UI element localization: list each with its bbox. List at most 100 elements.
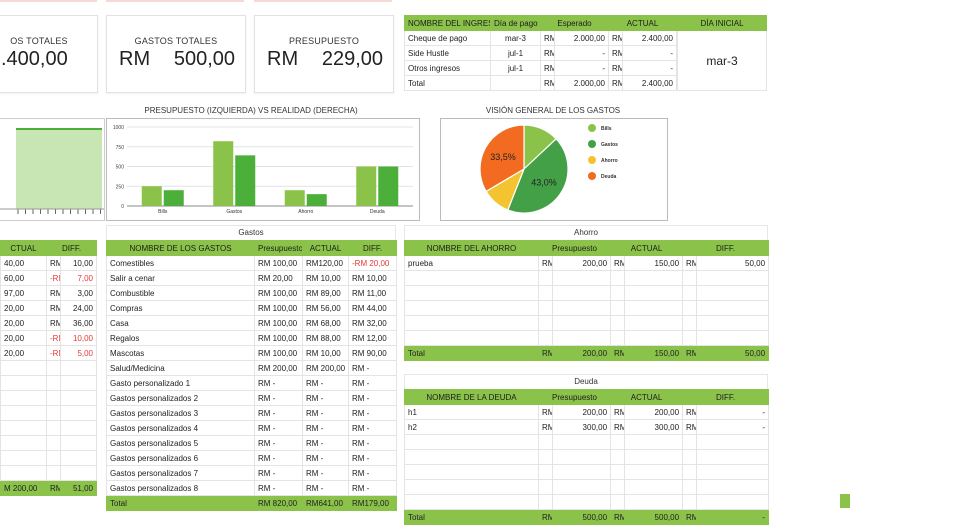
- income-name-cell[interactable]: Otros ingresos: [404, 60, 491, 76]
- income-expected-cell[interactable]: 2.000,00: [554, 75, 609, 91]
- gastos-budget-cell[interactable]: RM -: [254, 375, 303, 391]
- ahorro-row-name[interactable]: prueba: [404, 255, 539, 271]
- deuda-row-budget[interactable]: 300,00: [551, 419, 612, 435]
- gastos-actual-cell[interactable]: RM -: [302, 465, 349, 481]
- start-day-value[interactable]: mar-3: [677, 30, 767, 91]
- empty-cell[interactable]: [404, 479, 539, 495]
- gastos-name-cell[interactable]: Gastos personalizados 7: [106, 465, 255, 481]
- empty-cell[interactable]: [0, 360, 47, 376]
- income-name-cell[interactable]: Side Hustle: [404, 45, 491, 61]
- empty-cell[interactable]: [0, 465, 47, 481]
- gastos-name-cell[interactable]: Gastos personalizados 3: [106, 405, 255, 421]
- gastos-actual-cell[interactable]: RM -: [302, 435, 349, 451]
- gastos-name-cell[interactable]: Comestibles: [106, 255, 255, 271]
- gastos-actual-cell[interactable]: RM -: [302, 450, 349, 466]
- gastos-budget-cell[interactable]: RM -: [254, 450, 303, 466]
- bills-diff-cell[interactable]: 7,00: [59, 270, 98, 286]
- gastos-budget-cell[interactable]: RM -: [254, 420, 303, 436]
- empty-cell[interactable]: [404, 449, 539, 465]
- deuda-row-name[interactable]: h2: [404, 419, 539, 435]
- bills-actual-cell[interactable]: 60,00: [0, 270, 47, 286]
- empty-cell[interactable]: [59, 405, 98, 421]
- empty-cell[interactable]: [0, 450, 47, 466]
- gastos-budget-cell[interactable]: RM -: [254, 480, 303, 496]
- bills-diff-cell[interactable]: 5,00: [59, 345, 98, 361]
- gastos-actual-cell[interactable]: RM 200,00: [302, 360, 349, 376]
- bills-diff-cell[interactable]: 10,00: [59, 255, 98, 271]
- bills-diff-cell[interactable]: 3,00: [59, 285, 98, 301]
- empty-cell[interactable]: [404, 315, 539, 331]
- gastos-budget-cell[interactable]: RM 100,00: [254, 285, 303, 301]
- deuda-row-budget[interactable]: 200,00: [551, 404, 612, 420]
- empty-cell[interactable]: [0, 435, 47, 451]
- income-expected-cell[interactable]: -: [554, 45, 609, 61]
- bills-diff-cell[interactable]: 10,00: [59, 330, 98, 346]
- income-day-cell[interactable]: mar-3: [490, 30, 541, 46]
- bills-actual-cell[interactable]: 40,00: [0, 255, 47, 271]
- gastos-budget-cell[interactable]: RM 100,00: [254, 315, 303, 331]
- empty-cell[interactable]: [0, 390, 47, 406]
- deuda-row-actual[interactable]: 300,00: [624, 419, 684, 435]
- gastos-name-cell[interactable]: Gastos personalizados 8: [106, 480, 255, 496]
- income-expected-cell[interactable]: -: [554, 60, 609, 76]
- income-name-cell[interactable]: Cheque de pago: [404, 30, 491, 46]
- empty-cell[interactable]: [0, 405, 47, 421]
- gastos-actual-cell[interactable]: RM 56,00: [302, 300, 349, 316]
- gastos-budget-cell[interactable]: RM 100,00: [254, 300, 303, 316]
- bills-actual-cell[interactable]: 20,00: [0, 300, 47, 316]
- empty-cell[interactable]: [404, 300, 539, 316]
- empty-cell[interactable]: [404, 464, 539, 480]
- empty-cell[interactable]: [59, 375, 98, 391]
- bills-actual-cell[interactable]: 97,00: [0, 285, 47, 301]
- gastos-actual-cell[interactable]: RM -: [302, 390, 349, 406]
- gastos-name-cell[interactable]: Salud/Medicina: [106, 360, 255, 376]
- gastos-budget-cell[interactable]: RM -: [254, 465, 303, 481]
- bills-diff-cell[interactable]: 24,00: [59, 300, 98, 316]
- income-actual-cell[interactable]: 2.400,00: [622, 75, 677, 91]
- gastos-name-cell[interactable]: Gastos personalizados 4: [106, 420, 255, 436]
- income-actual-cell[interactable]: -: [622, 60, 677, 76]
- income-actual-cell[interactable]: 2.400,00: [622, 30, 677, 46]
- gastos-name-cell[interactable]: Salir a cenar: [106, 270, 255, 286]
- gastos-actual-cell[interactable]: RM 10,00: [302, 345, 349, 361]
- deuda-row-actual[interactable]: 200,00: [624, 404, 684, 420]
- gastos-name-cell[interactable]: Compras: [106, 300, 255, 316]
- gastos-budget-cell[interactable]: RM 200,00: [254, 360, 303, 376]
- empty-cell[interactable]: [0, 375, 47, 391]
- gastos-actual-cell[interactable]: RM 89,00: [302, 285, 349, 301]
- empty-cell[interactable]: [59, 360, 98, 376]
- gastos-name-cell[interactable]: Gastos personalizados 2: [106, 390, 255, 406]
- gastos-budget-cell[interactable]: RM -: [254, 405, 303, 421]
- gastos-actual-cell[interactable]: RM 10,00: [302, 270, 349, 286]
- income-day-cell[interactable]: [490, 75, 541, 91]
- income-actual-cell[interactable]: -: [622, 45, 677, 61]
- gastos-actual-cell[interactable]: RM -: [302, 405, 349, 421]
- income-day-cell[interactable]: jul-1: [490, 60, 541, 76]
- gastos-actual-cell[interactable]: RM -: [302, 420, 349, 436]
- income-name-cell[interactable]: Total: [404, 75, 491, 91]
- ahorro-row-actual[interactable]: 150,00: [624, 255, 684, 271]
- bills-diff-cell[interactable]: 36,00: [59, 315, 98, 331]
- gastos-budget-cell[interactable]: RM 100,00: [254, 330, 303, 346]
- ahorro-row-budget[interactable]: 200,00: [551, 255, 612, 271]
- gastos-actual-cell[interactable]: RM 88,00: [302, 330, 349, 346]
- bills-actual-cell[interactable]: 20,00: [0, 330, 47, 346]
- gastos-actual-cell[interactable]: RM 68,00: [302, 315, 349, 331]
- bills-actual-cell[interactable]: 20,00: [0, 345, 47, 361]
- empty-cell[interactable]: [404, 434, 539, 450]
- gastos-budget-cell[interactable]: RM -: [254, 435, 303, 451]
- deuda-row-name[interactable]: h1: [404, 404, 539, 420]
- empty-cell[interactable]: [404, 494, 539, 510]
- gastos-name-cell[interactable]: Gasto personalizado 1: [106, 375, 255, 391]
- gastos-name-cell[interactable]: Mascotas: [106, 345, 255, 361]
- empty-cell[interactable]: [59, 435, 98, 451]
- income-day-cell[interactable]: jul-1: [490, 45, 541, 61]
- empty-cell[interactable]: [59, 450, 98, 466]
- gastos-name-cell[interactable]: Combustible: [106, 285, 255, 301]
- gastos-budget-cell[interactable]: RM 100,00: [254, 345, 303, 361]
- gastos-name-cell[interactable]: Gastos personalizados 5: [106, 435, 255, 451]
- gastos-name-cell[interactable]: Regalos: [106, 330, 255, 346]
- gastos-budget-cell[interactable]: RM -: [254, 390, 303, 406]
- gastos-name-cell[interactable]: Gastos personalizados 6: [106, 450, 255, 466]
- empty-cell[interactable]: [59, 465, 98, 481]
